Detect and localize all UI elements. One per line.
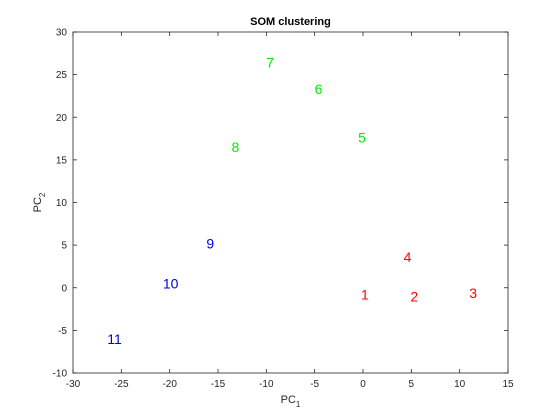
y-tick-label: 30 xyxy=(56,28,68,39)
data-point-label: 3 xyxy=(469,285,477,301)
x-tick-label: 15 xyxy=(502,379,514,390)
x-tick-label: -25 xyxy=(114,379,129,390)
y-tick-label: 5 xyxy=(61,241,67,252)
data-point-label: 7 xyxy=(266,55,274,71)
y-tick-label: 10 xyxy=(56,198,68,209)
data-point-label: 8 xyxy=(232,139,240,155)
data-point-label: 6 xyxy=(315,81,323,97)
data-points: 1 2 3 4 5 6 7 8 9 10 11 xyxy=(107,55,477,347)
data-point-label: 11 xyxy=(107,331,122,347)
x-tick-label: 5 xyxy=(409,379,415,390)
data-point-label: 5 xyxy=(358,130,366,146)
x-tick-label: 10 xyxy=(454,379,466,390)
x-tick-label: 0 xyxy=(360,379,366,390)
data-point-label: 9 xyxy=(206,235,214,251)
y-axis-label-subscript: 2 xyxy=(38,192,47,197)
y-axis-label: PC2 xyxy=(32,192,47,212)
x-tick-label: -10 xyxy=(259,379,274,390)
x-axis-label-base: PC xyxy=(281,394,296,406)
plot-area xyxy=(72,31,509,374)
data-point-label: 2 xyxy=(410,288,418,304)
x-axis-label-subscript: 1 xyxy=(296,400,301,409)
y-axis-label-base: PC xyxy=(32,197,44,212)
y-tick-label: -5 xyxy=(58,326,67,337)
y-tick-label: 0 xyxy=(61,283,67,294)
x-tick-label: -15 xyxy=(211,379,226,390)
y-tick-label: -10 xyxy=(53,369,68,380)
data-point-label: 10 xyxy=(163,275,179,291)
y-tick-label: 20 xyxy=(56,113,68,124)
data-point-label: 4 xyxy=(404,249,412,265)
y-tick-label: 15 xyxy=(56,155,68,166)
x-tick-label: -20 xyxy=(162,379,177,390)
y-tick-label: 25 xyxy=(56,70,68,81)
x-tick-label: -30 xyxy=(66,379,81,390)
chart-title: SOM clustering xyxy=(250,16,331,28)
data-point-label: 1 xyxy=(361,287,369,303)
x-tick-label: -5 xyxy=(310,379,319,390)
x-axis-label: PC1 xyxy=(281,394,301,409)
